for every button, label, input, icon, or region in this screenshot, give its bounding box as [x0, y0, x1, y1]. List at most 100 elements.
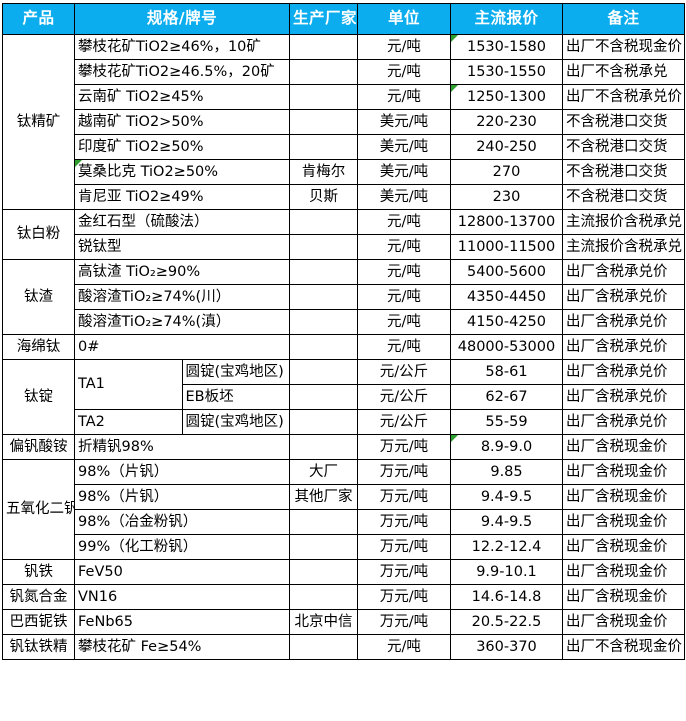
column-header-grade: 规格/牌号: [74, 3, 290, 35]
note-cell: 出厂含税现金价: [562, 484, 685, 510]
grade-cell: FeV50: [74, 559, 290, 585]
price-cell: 58-61: [450, 359, 563, 385]
manufacturer-cell: 肯梅尔: [289, 159, 358, 185]
unit-cell: 元/吨: [357, 59, 451, 85]
manufacturer-cell: [289, 59, 358, 85]
manufacturer-cell: [289, 409, 358, 435]
table-row: 酸溶渣TiO₂≥74%(川） 元/吨 4350-4450 出厂含税承兑价: [3, 284, 685, 310]
table-row: 海绵钛 0# 元/吨 48000-53000 出厂含税承兑价: [2, 334, 685, 360]
unit-cell: 元/吨: [357, 234, 451, 260]
grade-cell: 折精钒98%: [74, 434, 290, 460]
table-row: 巴西铌铁 FeNb65 北京中信 万元/吨 20.5-22.5 出厂含税现金价: [2, 609, 685, 635]
unit-cell: 万元/吨: [357, 559, 451, 585]
note-cell: 出厂含税现金价: [562, 509, 685, 535]
price-cell: 270: [450, 159, 563, 185]
table-row: 越南矿 TiO2>50% 美元/吨 220-230 不含税港口交货: [3, 109, 685, 135]
grade-code-cell: TA1: [74, 359, 183, 410]
manufacturer-cell: 其他厂家: [289, 484, 358, 510]
table-row: 钛渣 高钛渣 TiO₂≥90% 元/吨 5400-5600 出厂含税承兑价: [2, 259, 685, 335]
grade-detail-cell: 圆锭(宝鸡地区): [181, 409, 290, 435]
manufacturer-cell: [289, 259, 358, 285]
unit-cell: 元/吨: [357, 334, 451, 360]
note-cell: 出厂含税现金价: [562, 459, 685, 485]
table-row: 钒铁 FeV50 万元/吨 9.9-10.1 出厂含税现金价: [2, 559, 685, 585]
manufacturer-cell: [289, 334, 358, 360]
grade-cell: 0#: [74, 334, 290, 360]
price-cell: 9.4-9.5: [450, 484, 563, 510]
price-cell: 220-230: [450, 109, 563, 135]
note-cell: 出厂不含税现金价: [562, 34, 685, 60]
table-row: 98%（冶金粉钒） 万元/吨 9.4-9.5 出厂含税现金价: [3, 509, 685, 535]
grade-cell: VN16: [74, 584, 290, 610]
manufacturer-cell: [289, 384, 358, 410]
manufacturer-cell: [289, 434, 358, 460]
note-cell: 出厂不含税承兑: [562, 59, 685, 85]
price-cell: 12800-13700: [450, 209, 563, 235]
unit-cell: 元/吨: [357, 309, 451, 335]
grade-cell: 酸溶渣TiO₂≥74%(滇）: [74, 309, 290, 335]
grade-cell: 锐钛型: [74, 234, 290, 260]
manufacturer-cell: [289, 584, 358, 610]
note-cell: 出厂含税现金价: [562, 534, 685, 560]
table-row: 钛锭 TA1 圆锭(宝鸡地区) 元/公斤 58-61 出厂含税承兑价: [2, 359, 685, 435]
note-cell: 出厂含税承兑价: [562, 384, 685, 410]
table-row: 99%（化工粉钒） 万元/吨 12.2-12.4 出厂含税现金价: [3, 534, 685, 560]
grade-cell: 酸溶渣TiO₂≥74%(川）: [74, 284, 290, 310]
unit-cell: 元/吨: [357, 634, 451, 660]
grade-cell: 攀枝花矿TiO2≥46%，10矿: [74, 34, 290, 60]
manufacturer-cell: [289, 509, 358, 535]
price-cell: 11000-11500: [450, 234, 563, 260]
price-table: 产品 规格/牌号 生产厂家 单位 主流报价 备注 钛精矿 攀枝花矿TiO2≥46%…: [2, 3, 685, 660]
grade-detail-cell: 圆锭(宝鸡地区): [181, 359, 290, 385]
note-cell: 不含税港口交货: [562, 159, 685, 185]
unit-cell: 万元/吨: [357, 584, 451, 610]
manufacturer-cell: [289, 634, 358, 660]
product-cell: 偏钒酸铵: [2, 434, 75, 460]
unit-cell: 万元/吨: [357, 434, 451, 460]
manufacturer-cell: 贝斯: [289, 184, 358, 210]
grade-cell: 莫桑比克 TiO2≥50%: [74, 159, 290, 185]
grade-cell: 高钛渣 TiO₂≥90%: [74, 259, 290, 285]
manufacturer-cell: [289, 209, 358, 235]
manufacturer-cell: [289, 309, 358, 335]
table-row: 钛白粉 金红石型（硫酸法） 元/吨 12800-13700 主流报价含税承兑: [2, 209, 685, 260]
grade-detail-cell: EB板坯: [181, 384, 290, 410]
unit-cell: 元/吨: [357, 259, 451, 285]
table-row: 五氧化二钒 98%（片钒） 大厂 万元/吨 9.85 出厂含税现金价: [2, 459, 685, 560]
price-cell: 9.4-9.5: [450, 509, 563, 535]
note-cell: 出厂不含税现金价: [562, 634, 685, 660]
unit-cell: 万元/吨: [357, 459, 451, 485]
note-cell: 出厂含税承兑价: [562, 334, 685, 360]
price-cell: 1530-1580: [450, 34, 563, 60]
table-row: 钛精矿 攀枝花矿TiO2≥46%，10矿 元/吨 1530-1580 出厂不含税现金价: [2, 34, 685, 210]
price-cell: 240-250: [450, 134, 563, 160]
unit-cell: 万元/吨: [357, 509, 451, 535]
table-row: 莫桑比克 TiO2≥50% 肯梅尔 美元/吨 270 不含税港口交货: [3, 159, 685, 185]
note-cell: 主流报价含税承兑: [562, 209, 685, 235]
product-cell: 海绵钛: [2, 334, 75, 360]
grade-cell: 98%（片钒）: [74, 459, 290, 485]
price-cell: 9.85: [450, 459, 563, 485]
table-row: 钒钛铁精 攀枝花矿 Fe≥54% 元/吨 360-370 出厂不含税现金价: [2, 634, 685, 660]
table-row: 钒氮合金 VN16 万元/吨 14.6-14.8 出厂含税现金价: [2, 584, 685, 610]
price-cell: 62-67: [450, 384, 563, 410]
grade-cell: FeNb65: [74, 609, 290, 635]
column-header-unit: 单位: [357, 3, 451, 35]
product-cell: 巴西铌铁: [2, 609, 75, 635]
note-cell: 不含税港口交货: [562, 134, 685, 160]
column-header-note: 备注: [562, 3, 685, 35]
product-cell: 钛渣: [2, 259, 75, 335]
grade-cell: 云南矿 TiO2≥45%: [74, 84, 290, 110]
grade-cell: 攀枝花矿 Fe≥54%: [74, 634, 290, 660]
column-header-manufacturer: 生产厂家: [289, 3, 358, 35]
price-cell: 360-370: [450, 634, 563, 660]
note-cell: 出厂含税现金价: [562, 609, 685, 635]
price-cell: 48000-53000: [450, 334, 563, 360]
price-cell: 12.2-12.4: [450, 534, 563, 560]
manufacturer-cell: [289, 134, 358, 160]
column-header-product: 产品: [2, 3, 75, 35]
manufacturer-cell: [289, 34, 358, 60]
unit-cell: 元/吨: [357, 84, 451, 110]
note-cell: 出厂含税承兑价: [562, 409, 685, 435]
grade-cell: 越南矿 TiO2>50%: [74, 109, 290, 135]
